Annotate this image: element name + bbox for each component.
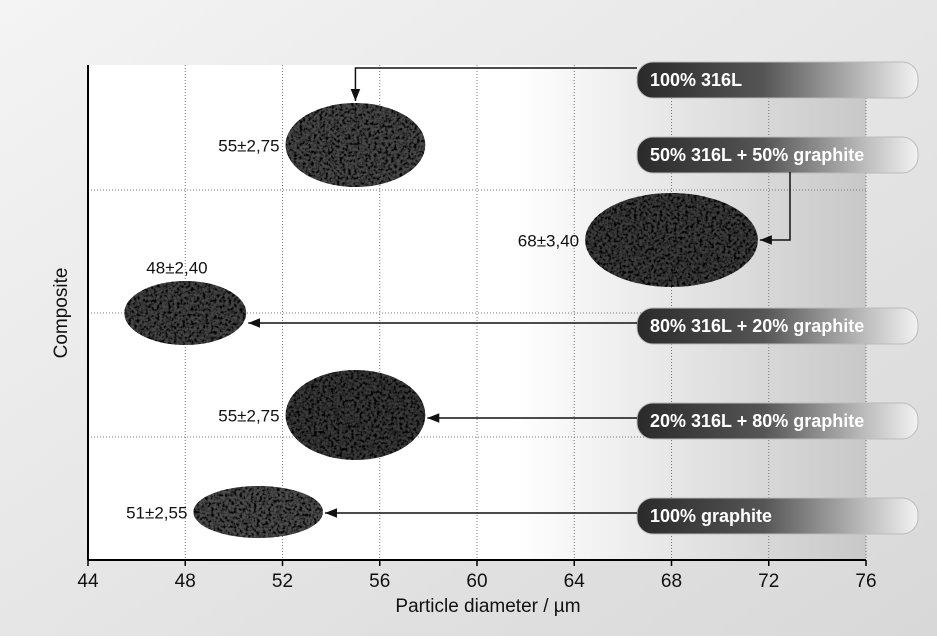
- legend-pill: [636, 497, 919, 535]
- x-axis-label: Particle diameter / µm: [395, 596, 580, 617]
- legend-pill: [636, 136, 919, 174]
- legend-pill: [636, 402, 919, 440]
- value-label: 51±2,55: [126, 503, 187, 522]
- legend-pill: [636, 61, 919, 99]
- arrow: [350, 67, 637, 101]
- value-label: 48±2,40: [146, 258, 207, 277]
- x-tick-label: 76: [855, 571, 876, 592]
- particle: [124, 281, 247, 345]
- legend-label: 20% 316L + 80% graphite: [650, 411, 864, 431]
- x-tick-label: 64: [564, 571, 586, 592]
- value-label: 55±2,75: [218, 136, 279, 155]
- x-tick-label: 60: [466, 571, 487, 592]
- particle: [193, 486, 323, 538]
- legend-label: 80% 316L + 20% graphite: [650, 316, 864, 336]
- legend-pill: [636, 307, 919, 345]
- x-tick-label: 56: [369, 571, 390, 592]
- x-tick-label: 52: [272, 571, 293, 592]
- legend-label: 50% 316L + 50% graphite: [650, 145, 864, 165]
- value-label: 68±3,40: [518, 231, 579, 250]
- particle: [285, 370, 426, 460]
- x-tick-label: 44: [77, 571, 99, 592]
- x-tick-label: 48: [175, 571, 196, 592]
- x-tick-label: 72: [758, 571, 779, 592]
- x-tick-label: 68: [661, 571, 682, 592]
- legend-label: 100% graphite: [650, 506, 772, 526]
- y-axis-label: Composite: [51, 268, 72, 359]
- particle: [585, 193, 758, 287]
- legend-label: 100% 316L: [650, 70, 742, 90]
- value-label: 55±2,75: [218, 406, 279, 425]
- particle: [285, 103, 426, 187]
- arrow: [759, 172, 791, 245]
